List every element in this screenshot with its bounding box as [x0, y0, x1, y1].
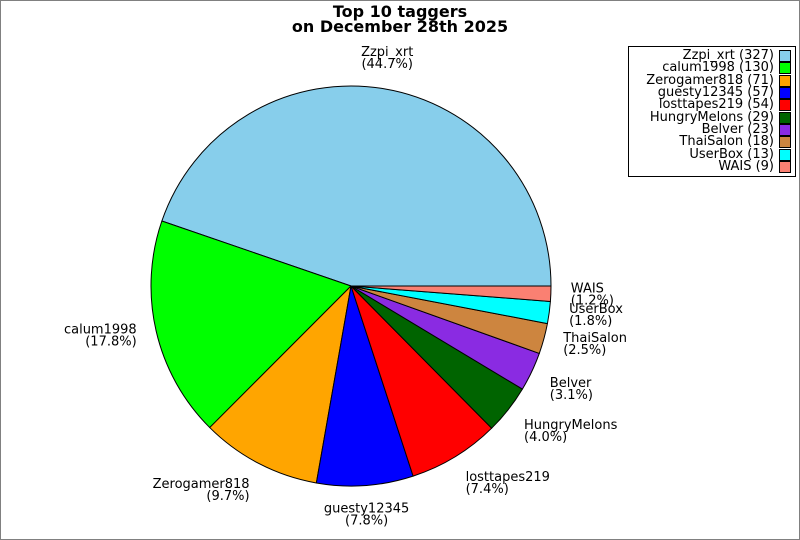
legend-color-swatch	[779, 99, 791, 112]
legend-label: Zerogamer818 (71)	[646, 72, 774, 88]
legend-row: calum1998 (130)	[633, 60, 791, 76]
legend-row: Zerogamer818 (71)	[633, 72, 791, 88]
legend-label: calum1998 (130)	[662, 60, 774, 76]
legend-row: ThaiSalon (18)	[633, 134, 791, 150]
slice-label-Belver: Belver (3.1%)	[550, 376, 593, 403]
slice-label-calum1998: calum1998 (17.8%)	[64, 323, 137, 350]
legend-label: HungryMelons (29)	[649, 109, 774, 125]
slice-label-ThaiSalon: ThaiSalon (2.5%)	[562, 331, 627, 358]
legend-row: UserBox (13)	[633, 146, 791, 162]
legend-row: HungryMelons (29)	[633, 109, 791, 125]
legend-label: guesty12345 (57)	[657, 85, 774, 101]
legend-row: losttapes219 (54)	[633, 97, 791, 113]
pie-slice-Zzpi_xrt	[161, 85, 552, 287]
pie-slice-calum1998	[150, 220, 352, 429]
legend-color-swatch	[779, 50, 791, 63]
legend-label: UserBox (13)	[689, 146, 774, 162]
legend-row: Zzpi_xrt (327)	[633, 48, 791, 64]
legend-color-swatch	[779, 136, 791, 149]
slice-label-guesty12345: guesty12345 (7.8%)	[324, 501, 409, 528]
legend-color-swatch	[779, 87, 791, 100]
slice-label-Zzpi_xrt: Zzpi_xrt (44.7%)	[361, 45, 413, 72]
chart-title: Top 10 taggers on December 28th 2025	[1, 2, 799, 36]
chart-title-line2: on December 28th 2025	[291, 17, 509, 36]
legend-color-swatch	[779, 74, 791, 87]
chart-title-line1: Top 10 taggers	[332, 2, 468, 21]
legend-color-swatch	[779, 123, 791, 136]
legend-row: WAIS (9)	[633, 158, 791, 174]
slice-label-WAIS: WAIS (1.2%)	[571, 282, 614, 309]
legend-color-swatch	[779, 111, 791, 124]
slice-label-Zerogamer818: Zerogamer818 (9.7%)	[153, 477, 250, 504]
slice-label-HungryMelons: HungryMelons (4.0%)	[524, 418, 618, 445]
legend-label: ThaiSalon (18)	[679, 134, 774, 150]
legend-label: Zzpi_xrt (327)	[682, 48, 774, 64]
pie-slice-Zerogamer818	[209, 285, 352, 484]
legend-label: WAIS (9)	[718, 158, 774, 174]
pie-slice-guesty12345	[315, 285, 414, 487]
legend-color-swatch	[779, 62, 791, 75]
legend-row: Belver (23)	[633, 121, 791, 137]
legend-color-swatch	[779, 160, 791, 173]
legend-color-swatch	[779, 148, 791, 161]
pie-slice-WAIS	[350, 285, 552, 302]
slice-label-losttapes219: losttapes219 (7.4%)	[466, 470, 550, 497]
legend-label: Belver (23)	[701, 121, 774, 137]
legend: Zzpi_xrt (327) calum1998 (130) Zerogamer81…	[628, 46, 796, 177]
legend-label: losttapes219 (54)	[658, 97, 774, 113]
slice-label-UserBox: UserBox (1.8%)	[569, 302, 623, 329]
legend-row: guesty12345 (57)	[633, 85, 791, 101]
